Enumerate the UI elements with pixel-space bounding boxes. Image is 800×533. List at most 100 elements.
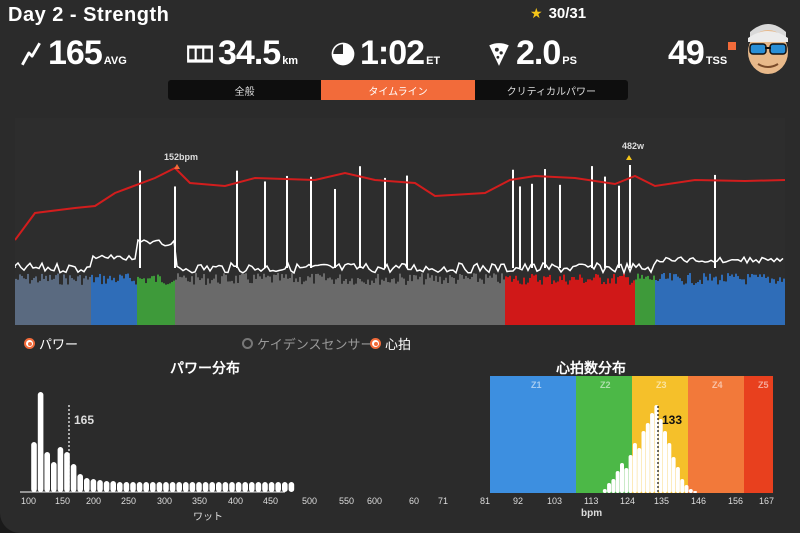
power-peak-marker-icon [626, 155, 632, 160]
power-tick-label: 250 [121, 496, 137, 506]
power-histogram-bar [110, 481, 116, 492]
power-tick-label: 71 [438, 496, 449, 506]
power-line [15, 238, 784, 275]
power-histogram-bar [70, 464, 77, 492]
power-histogram-bar [183, 482, 189, 492]
hr-histogram-bar [615, 471, 620, 493]
distance-unit: km [282, 55, 299, 67]
power-histogram-bar [156, 482, 163, 492]
tss-unit: TSS [705, 55, 728, 67]
heart-rate-line [15, 166, 785, 241]
power-distribution-chart [20, 392, 295, 493]
power-histogram-bar [262, 482, 268, 492]
hr-xlabel: bpm [581, 508, 603, 519]
power-tick-label: 550 [339, 496, 355, 506]
hr-histogram-bar [620, 463, 624, 493]
hr-zone-band [688, 376, 744, 493]
legend-heart[interactable]: 心拍 [370, 334, 411, 353]
hr-zone-label: Z4 [712, 380, 723, 390]
hr-histogram-bar [602, 489, 607, 493]
hr-zone-label: Z1 [531, 380, 542, 390]
power-marker-label: 165 [74, 413, 95, 427]
elapsed-time-stat: 1:02 ET [330, 34, 440, 73]
hr-histogram-bar [693, 491, 698, 493]
power-histogram-bar [150, 482, 156, 492]
power-peak-label: 482w [622, 141, 645, 151]
hr-peak-marker-icon [174, 164, 180, 169]
power-tick-label: 100 [21, 496, 37, 506]
power-histogram-bar [37, 392, 44, 492]
avg-power-value: 165 [48, 34, 103, 72]
power-histogram-bar [268, 482, 275, 492]
power-histogram-bar [169, 482, 176, 492]
hr-histogram-bar [671, 457, 676, 493]
hr-histogram-bar [607, 483, 612, 493]
distance-stat: 34.5 km [186, 34, 298, 73]
elapsed-time-value: 1:02 [360, 34, 425, 72]
pizza-stat: 2.0 PS [486, 34, 577, 73]
pizza-unit: PS [562, 55, 577, 67]
progress-text: 30/31 [548, 5, 587, 22]
power-tick-label: 200 [86, 496, 102, 506]
power-histogram-bar [282, 482, 288, 492]
hr-peak-label: 152bpm [164, 152, 199, 162]
clock-icon [331, 42, 355, 65]
tss-value: 49 [668, 34, 705, 72]
power-histogram-bar [163, 482, 169, 492]
avg-power-stat: 165 AVG [18, 34, 127, 73]
power-histogram-bar [57, 447, 64, 492]
power-histogram-bar [288, 482, 295, 492]
distance-value: 34.5 [218, 34, 281, 72]
power-histogram-bar [202, 482, 209, 492]
power-histogram-bar [123, 482, 130, 492]
star-icon: ★ [530, 5, 543, 21]
tab-general[interactable]: 全般 [234, 86, 255, 98]
power-histogram-bar [44, 452, 50, 492]
power-tick-label: 350 [192, 496, 208, 506]
power-tick-label: 300 [157, 496, 173, 506]
hr-tick-label: 146 [691, 496, 707, 506]
hr-zone-band [744, 376, 773, 493]
hr-zone-label: Z5 [758, 380, 769, 390]
hr-histogram-bar [688, 489, 693, 493]
power-histogram-bar [31, 442, 37, 492]
avatar[interactable] [740, 18, 796, 76]
hr-tick-label: 167 [759, 496, 775, 506]
hr-tick-label: 81 [480, 496, 491, 506]
hr-histogram-bar [675, 467, 680, 493]
hr-histogram-bar [667, 443, 672, 493]
progress-counter: ★ 30/31 [530, 5, 586, 22]
legend-power-label: パワー [39, 337, 79, 352]
power-tick-label: 500 [302, 496, 318, 506]
hr-histogram-bar [684, 485, 689, 493]
hr-marker-label: 133 [662, 413, 683, 427]
hr-zone-label: Z2 [600, 380, 611, 390]
power-zone-bars [15, 273, 785, 325]
hr-zone-band [490, 376, 576, 493]
power-histogram-bar [222, 482, 229, 492]
power-tick-label: 400 [228, 496, 244, 506]
elapsed-time-unit: ET [426, 55, 441, 67]
hr-histogram-bar [680, 479, 685, 493]
pizza-value: 2.0 [516, 34, 561, 72]
power-histogram-bar [51, 462, 57, 492]
hr-histogram-bar [611, 479, 616, 493]
legend-cadence[interactable]: ケイデンスセンサー [242, 334, 373, 353]
radio-off-icon [242, 338, 253, 349]
power-histogram-bar [176, 482, 182, 492]
timeline-chart [15, 118, 785, 325]
power-histogram-bar [255, 482, 262, 492]
tab-timeline[interactable]: タイムライン [321, 80, 475, 100]
tab-critical-power[interactable]: クリティカルパワー [506, 86, 597, 98]
hr-distribution-chart [490, 376, 773, 493]
hr-dist-title: 心拍数分布 [556, 360, 626, 376]
legend-power[interactable]: パワー [24, 334, 78, 353]
hr-tick-label: 124 [620, 496, 636, 506]
power-histogram [31, 392, 295, 492]
hr-histogram-bar [628, 455, 633, 493]
power-histogram-bar [235, 482, 242, 492]
info-badge-icon[interactable] [728, 42, 737, 50]
radio-on-icon [370, 338, 381, 349]
view-tabs: 全般 タイムライン クリティカルパワー [168, 80, 628, 100]
